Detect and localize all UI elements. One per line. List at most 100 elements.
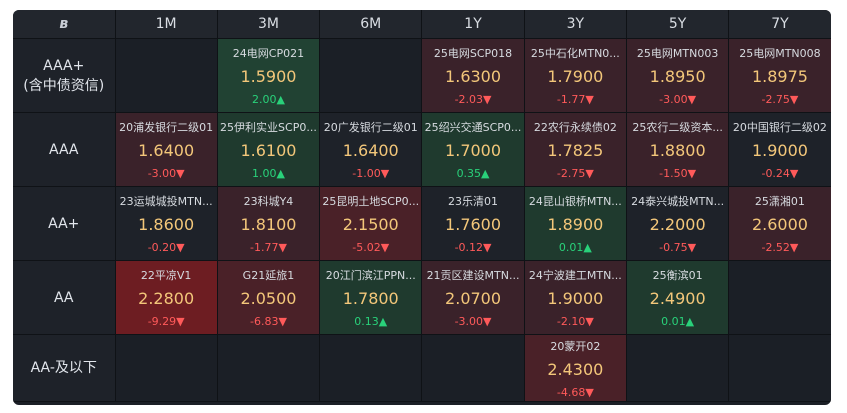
yield-change-down: -6.83▼: [249, 315, 287, 328]
empty-cell: [626, 334, 730, 402]
bond-name: 20中国银行二级02: [732, 121, 827, 134]
bond-name: G21延旅1: [242, 269, 295, 282]
bond-name: 25绍兴交通SCP0...: [424, 121, 522, 134]
bond-cell[interactable]: 24昆山银桥MTN... 1.8900 0.01▲: [524, 186, 627, 261]
bond-cell[interactable]: 20蒙开02 2.4300 -4.68▼: [524, 334, 627, 402]
bond-cell[interactable]: 25中石化MTN0... 1.7900 -1.77▼: [524, 38, 627, 113]
bond-yield: 1.7600: [445, 215, 502, 234]
yield-change-down: -3.00▼: [454, 315, 492, 328]
rating-label: AAA: [13, 112, 116, 187]
yield-change-down: -0.75▼: [659, 241, 697, 254]
bond-name: 25昆明土地SCP0...: [322, 195, 420, 208]
bond-yield: 1.8100: [240, 215, 297, 234]
yield-change-up: 0.01▲: [558, 241, 592, 254]
bond-cell[interactable]: 24电网CP021 1.5900 2.00▲: [217, 38, 321, 113]
bond-yield: 1.7000: [445, 141, 502, 160]
tenor-header-7y[interactable]: 7Y: [728, 10, 831, 39]
empty-cell: [217, 334, 321, 402]
bond-yield: 1.8975: [751, 67, 808, 86]
bond-yield: 1.8950: [649, 67, 706, 86]
bond-name: 20蒙开02: [550, 339, 601, 353]
bond-cell[interactable]: 20广发银行二级01 1.6400 -1.00▼: [319, 112, 423, 187]
bond-name: 25衡滨01: [652, 269, 703, 282]
bond-name: 23乐清01: [448, 195, 499, 208]
bond-name: 23运城城投MTN...: [119, 195, 213, 208]
tenor-header-6m[interactable]: 6M: [319, 10, 423, 39]
yield-change-down: -2.75▼: [556, 167, 594, 180]
rating-label: AAA+ (含中债资信): [13, 38, 116, 113]
bond-cell[interactable]: G21延旅1 2.0500 -6.83▼: [217, 260, 321, 335]
bond-name: 24昆山银桥MTN...: [528, 195, 622, 208]
bond-cell[interactable]: 21贡区建设MTN... 2.0700 -3.00▼: [421, 260, 525, 335]
bond-yield: 1.7800: [342, 289, 399, 308]
bond-yield: 1.8600: [138, 215, 195, 234]
bond-yield: 1.8900: [547, 215, 604, 234]
tenor-header-3y[interactable]: 3Y: [524, 10, 627, 39]
bond-cell[interactable]: 25潇湘01 2.6000 -2.52▼: [728, 186, 831, 261]
bond-cell[interactable]: 25绍兴交通SCP0... 1.7000 0.35▲: [421, 112, 525, 187]
rating-row-aa-minus-below: AA-及以下 20蒙开02 2.4300 -4.68▼: [13, 334, 831, 402]
bond-cell[interactable]: 20江门滨江PPN... 1.7800 0.13▲: [319, 260, 423, 335]
rating-label-line: (含中债资信): [23, 77, 105, 94]
bond-cell[interactable]: 20中国银行二级02 1.9000 -0.24▼: [728, 112, 831, 187]
yield-change-down: -2.03▼: [454, 93, 492, 106]
empty-cell: [319, 334, 423, 402]
bond-cell[interactable]: 22平凉V1 2.2800 -9.29▼: [115, 260, 218, 335]
yield-change-down: -0.20▼: [147, 241, 185, 254]
yield-change-up: 2.00▲: [251, 93, 285, 106]
yield-change-down: -3.00▼: [659, 93, 697, 106]
tenor-header-1m[interactable]: 1M: [115, 10, 218, 39]
bond-cell[interactable]: 23科城Y4 1.8100 -1.77▼: [217, 186, 321, 261]
bond-yield: 1.6300: [445, 67, 502, 86]
bond-yield: 1.7900: [547, 67, 604, 86]
bond-name: 23科城Y4: [243, 195, 294, 208]
yield-change-up: 1.00▲: [251, 167, 285, 180]
bond-yield: 1.6100: [240, 141, 297, 160]
bond-yield-matrix-panel: ʙ 1M 3M 6M 1Y 3Y 5Y 7Y AAA+ (含中债资信) 24电网CP…: [13, 10, 831, 405]
bond-cell[interactable]: 24泰兴城投MTN... 2.2000 -0.75▼: [626, 186, 730, 261]
bond-cell[interactable]: 22农行永续债02 1.7825 -2.75▼: [524, 112, 627, 187]
bond-cell[interactable]: 23运城城投MTN... 1.8600 -0.20▼: [115, 186, 218, 261]
tenor-header-row: ʙ 1M 3M 6M 1Y 3Y 5Y 7Y: [13, 10, 831, 39]
bond-cell[interactable]: 25电网SCP018 1.6300 -2.03▼: [421, 38, 525, 113]
rating-label-line: AA-及以下: [30, 360, 97, 376]
tenor-header-1y[interactable]: 1Y: [421, 10, 525, 39]
bond-cell[interactable]: 24宁波建工MTN... 1.9000 -2.10▼: [524, 260, 627, 335]
yield-change-down: -2.10▼: [556, 315, 594, 328]
bond-yield: 2.2800: [138, 289, 195, 308]
bond-name: 24泰兴城投MTN...: [631, 195, 725, 208]
bond-yield: 1.6400: [138, 141, 195, 160]
yield-change-down: -2.52▼: [761, 241, 799, 254]
bond-yield: 1.9000: [751, 141, 808, 160]
yield-change-down: -1.50▼: [659, 167, 697, 180]
bond-cell[interactable]: 25电网MTN008 1.8975 -2.75▼: [728, 38, 831, 113]
yield-change-up: 0.35▲: [456, 167, 490, 180]
rating-row-aaa: AAA 20浦发银行二级01 1.6400 -3.00▼ 25伊利实业SCP0... 1.…: [13, 112, 831, 187]
bond-cell[interactable]: 25农行二级资本... 1.8800 -1.50▼: [626, 112, 730, 187]
bond-name: 25中石化MTN0...: [530, 47, 620, 60]
bond-cell[interactable]: 25电网MTN003 1.8950 -3.00▼: [626, 38, 730, 113]
bond-name: 25潇湘01: [754, 195, 805, 208]
bond-cell[interactable]: 20浦发银行二级01 1.6400 -3.00▼: [115, 112, 218, 187]
rating-label: AA+: [13, 186, 116, 261]
bond-cell[interactable]: 25伊利实业SCP0... 1.6100 1.00▲: [217, 112, 321, 187]
bond-name: 25电网SCP018: [433, 47, 513, 60]
bond-name: 22平凉V1: [140, 269, 192, 282]
rating-label-line: AAA+: [43, 57, 85, 74]
bond-yield: 2.1500: [342, 215, 399, 234]
yield-change-down: -0.24▼: [761, 167, 799, 180]
rating-label: AA-及以下: [13, 334, 116, 402]
tenor-header-5y[interactable]: 5Y: [626, 10, 730, 39]
bond-cell[interactable]: 23乐清01 1.7600 -0.12▼: [421, 186, 525, 261]
bond-yield: 1.9000: [547, 289, 604, 308]
yield-change-down: -5.02▼: [352, 241, 390, 254]
bond-yield-matrix: ʙ 1M 3M 6M 1Y 3Y 5Y 7Y AAA+ (含中债资信) 24电网CP…: [13, 10, 831, 402]
bond-cell[interactable]: 25衡滨01 2.4900 0.01▲: [626, 260, 730, 335]
yield-change-down: -2.75▼: [761, 93, 799, 106]
yield-change-down: -4.68▼: [556, 385, 594, 399]
tenor-header-3m[interactable]: 3M: [217, 10, 321, 39]
empty-cell: [728, 260, 831, 335]
bond-name: 25电网MTN008: [739, 47, 821, 60]
bond-yield: 1.8800: [649, 141, 706, 160]
bond-cell[interactable]: 25昆明土地SCP0... 2.1500 -5.02▼: [319, 186, 423, 261]
